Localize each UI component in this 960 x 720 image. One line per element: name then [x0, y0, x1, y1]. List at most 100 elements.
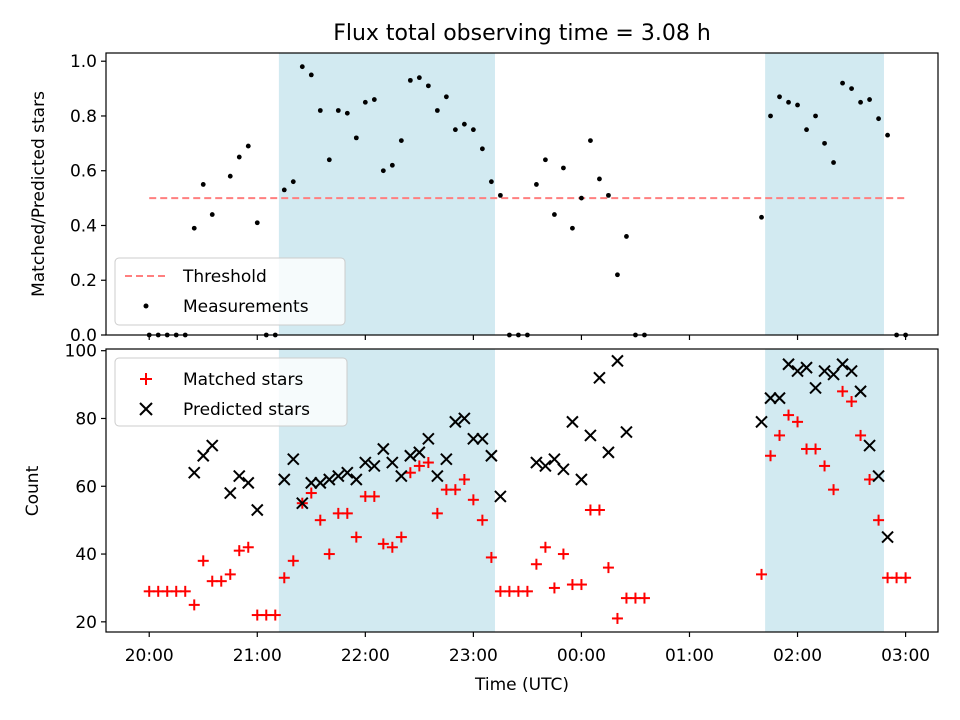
matched-star-point — [837, 385, 849, 397]
legend-measurements-label: Measurements — [183, 297, 309, 317]
predicted-star-point — [458, 412, 471, 425]
y-tick-label: 0.0 — [70, 326, 97, 346]
matched-star-point — [774, 429, 786, 441]
predicted-star-point — [863, 439, 876, 452]
predicted-star-point — [575, 473, 588, 486]
measurement-point — [245, 143, 251, 149]
matched-star-point — [476, 514, 488, 526]
matched-star-point — [485, 551, 497, 563]
matched-star-point — [224, 568, 236, 580]
predicted-star-point — [548, 452, 561, 466]
matched-star-point — [846, 396, 858, 408]
measurement-point — [200, 182, 206, 187]
measurement-point — [552, 212, 557, 217]
predicted-star-point — [332, 469, 345, 483]
y-tick-label: 0.4 — [70, 216, 97, 236]
matched-star-point — [783, 409, 795, 421]
measurement-point — [326, 157, 332, 163]
predicted-star-point — [305, 476, 318, 490]
predicted-star-point — [494, 490, 507, 503]
predicted-star-point — [611, 354, 624, 368]
bottom-legend: Matched stars Predicted stars — [114, 357, 348, 427]
matched-star-point — [864, 473, 876, 485]
measurement-point — [191, 225, 197, 231]
y-tick-label: 0.8 — [70, 107, 97, 127]
measurement-point — [317, 108, 323, 113]
measurement-point — [570, 225, 575, 231]
predicted-star-point — [350, 473, 363, 486]
predicted-star-point — [287, 452, 300, 466]
predicted-star-point — [323, 473, 336, 486]
measurement-point — [858, 99, 863, 105]
matched-star-point — [395, 531, 407, 543]
matched-star-point — [368, 490, 380, 502]
measurement-point — [885, 132, 890, 138]
matched-star-point — [557, 548, 569, 560]
matched-star-point — [377, 538, 389, 550]
y-tick-label: 0.6 — [70, 162, 97, 182]
measurement-point — [840, 80, 845, 86]
predicted-star-point — [782, 358, 795, 371]
legend-threshold-label: Threshold — [182, 267, 267, 287]
x-axis-label: Time (UTC) — [474, 675, 569, 695]
predicted-star-point — [206, 439, 219, 452]
y-tick-label: 60 — [75, 477, 97, 497]
predicted-star-point — [296, 497, 309, 510]
measurement-point — [335, 108, 341, 113]
predicted-star-point — [593, 371, 606, 385]
predicted-star-point — [431, 469, 444, 483]
x-tick-label: 23:00 — [449, 646, 498, 666]
measurement-point — [804, 127, 809, 133]
measurement-point — [786, 99, 791, 105]
matched-star-point — [287, 555, 299, 567]
matched-star-point — [350, 531, 362, 543]
measurement-point — [236, 154, 242, 160]
measurement-point — [425, 83, 431, 89]
measurement-point — [597, 176, 602, 182]
shaded-span-1 — [765, 349, 884, 632]
predicted-star-point — [278, 473, 291, 486]
predicted-star-point — [386, 456, 399, 469]
matched-star-point — [188, 599, 200, 611]
top-x-ticks — [148, 335, 907, 340]
matched-star-point — [404, 467, 416, 479]
predicted-star-point — [845, 364, 858, 378]
matched-star-point — [548, 582, 560, 594]
matched-star-point — [467, 494, 479, 506]
measurement-point — [353, 135, 359, 141]
predicted-star-point — [377, 442, 390, 456]
matched-star-point — [828, 484, 840, 496]
measurement-point — [479, 146, 485, 152]
top-panel: 0.0 0.2 0.4 0.6 0.8 1.0 Matched/Predicted sta… — [29, 52, 939, 346]
measurement-point — [876, 116, 881, 122]
predicted-star-point — [359, 456, 372, 469]
top-y-axis-label: Matched/Predicted stars — [29, 91, 49, 297]
measurement-point — [759, 214, 764, 220]
matched-star-point — [611, 612, 623, 624]
y-tick-label: 40 — [75, 545, 97, 565]
legend-matched-swatch — [140, 373, 152, 385]
predicted-star-point — [242, 476, 255, 490]
matched-star-point — [458, 473, 470, 485]
matched-star-point — [341, 507, 353, 519]
predicted-star-point — [764, 391, 777, 405]
measurement-point — [380, 168, 386, 174]
matched-star-point — [215, 575, 227, 587]
matched-star-point — [792, 416, 804, 428]
shaded-span-1 — [765, 53, 884, 335]
y-tick-label: 80 — [75, 409, 97, 429]
y-tick-label: 0.2 — [70, 271, 97, 291]
measurement-point — [299, 64, 305, 70]
matched-star-point — [278, 572, 290, 584]
predicted-star-point — [404, 449, 417, 462]
measurement-point — [624, 234, 629, 239]
predicted-star-point — [836, 358, 849, 371]
bottom-y-axis-label: Count — [23, 465, 43, 516]
measurement-point — [389, 162, 395, 168]
matched-star-point — [233, 545, 245, 557]
predicted-star-point — [539, 459, 552, 473]
measurement-point — [461, 121, 467, 127]
measurement-point — [813, 113, 818, 119]
measurement-point — [867, 97, 872, 102]
